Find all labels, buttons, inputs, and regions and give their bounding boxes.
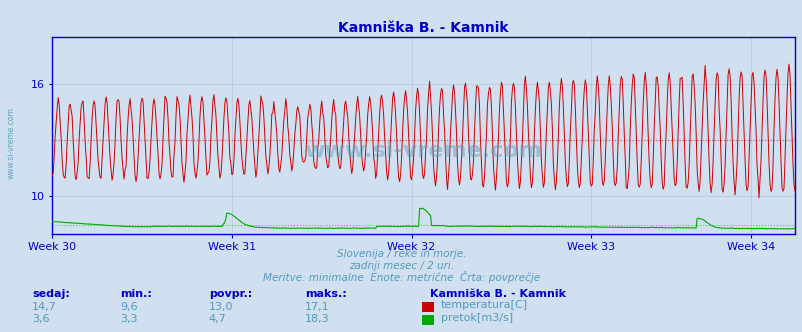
- Text: min.:: min.:: [120, 289, 152, 299]
- Text: pretok[m3/s]: pretok[m3/s]: [440, 313, 512, 323]
- Title: Kamniška B. - Kamnik: Kamniška B. - Kamnik: [338, 21, 508, 35]
- Text: povpr.:: povpr.:: [209, 289, 252, 299]
- Text: www.si-vreme.com: www.si-vreme.com: [6, 107, 15, 179]
- Text: 14,7: 14,7: [32, 302, 57, 312]
- Text: 3,3: 3,3: [120, 314, 138, 324]
- Text: maks.:: maks.:: [305, 289, 346, 299]
- Text: temperatura[C]: temperatura[C]: [440, 300, 527, 310]
- Text: 4,7: 4,7: [209, 314, 226, 324]
- Text: sedaj:: sedaj:: [32, 289, 70, 299]
- Text: zadnji mesec / 2 uri.: zadnji mesec / 2 uri.: [349, 261, 453, 271]
- Text: Kamniška B. - Kamnik: Kamniška B. - Kamnik: [429, 289, 565, 299]
- Text: 3,6: 3,6: [32, 314, 50, 324]
- Text: 13,0: 13,0: [209, 302, 233, 312]
- Text: www.si-vreme.com: www.si-vreme.com: [304, 141, 542, 161]
- Text: Slovenija / reke in morje.: Slovenija / reke in morje.: [336, 249, 466, 259]
- Text: 18,3: 18,3: [305, 314, 330, 324]
- Text: 9,6: 9,6: [120, 302, 138, 312]
- Text: Meritve: minimalne  Enote: metrične  Črta: povprečje: Meritve: minimalne Enote: metrične Črta:…: [262, 271, 540, 283]
- Text: 17,1: 17,1: [305, 302, 330, 312]
